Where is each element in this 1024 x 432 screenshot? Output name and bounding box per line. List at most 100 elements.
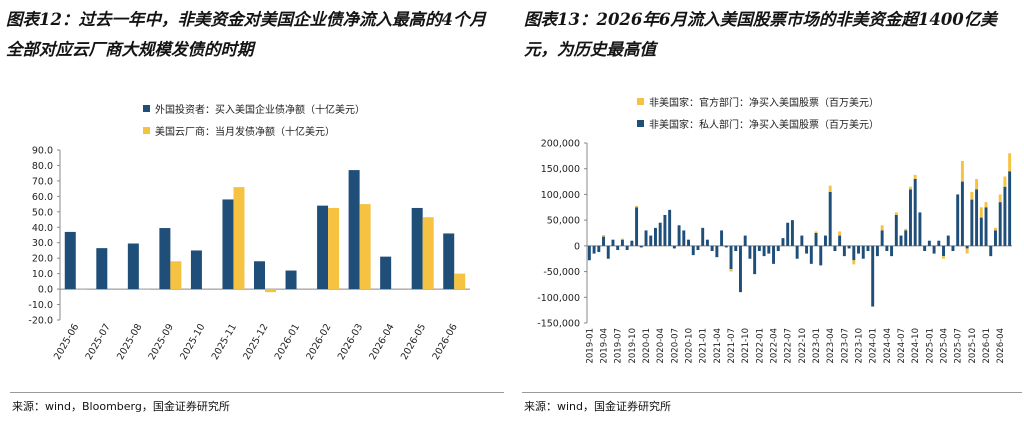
right-bar-private-sector — [880, 230, 884, 246]
right-bar-private-sector — [776, 245, 780, 251]
right-bar-private-sector — [819, 245, 823, 266]
right-bar-private-sector — [649, 235, 653, 246]
right-bar-private-sector — [748, 245, 752, 259]
left-bar-cloud-issuance — [359, 204, 371, 290]
right-bar-official-sector — [994, 227, 997, 231]
left-bar-cloud-issuance — [170, 261, 182, 290]
left-bar-cloud-issuance — [454, 273, 466, 290]
right-bar-private-sector — [894, 215, 898, 246]
right-y-tick-label: 200,000 — [541, 139, 580, 150]
right-bar-private-sector — [1003, 186, 1007, 246]
right-bar-official-sector — [635, 205, 639, 208]
right-bar-private-sector — [602, 236, 605, 246]
left-x-tick-label: 2025-07 — [84, 322, 113, 362]
right-bar-private-sector — [668, 209, 672, 246]
right-bar-private-sector — [682, 230, 686, 246]
right-x-tick-label: 2024-07 — [897, 328, 907, 364]
right-x-tick-label: 2019-07 — [614, 328, 624, 364]
right-bar-private-sector — [786, 222, 790, 246]
right-bar-private-sector — [989, 245, 993, 257]
right-bar-private-sector — [809, 245, 813, 264]
right-bar-private-sector — [904, 230, 908, 246]
right-bar-official-sector — [998, 194, 1002, 203]
right-bar-private-sector — [866, 245, 870, 251]
left-bar-cloud-issuance — [75, 289, 87, 290]
right-bar-private-sector — [824, 235, 827, 246]
right-bar-private-sector — [715, 245, 719, 258]
right-x-tick-label: 2026-01 — [982, 328, 992, 364]
left-source-note: 来源：wind，Bloomberg，国金证券研究所 — [12, 400, 230, 413]
left-y-tick-label: -10.0 — [28, 300, 53, 311]
left-bar-foreign-investors — [159, 228, 171, 290]
right-bar-private-sector — [734, 245, 738, 251]
right-x-tick-label: 2024-01 — [869, 328, 879, 364]
left-legend-item-2: 美国云厂商：当月发债净额（十亿美元） — [143, 119, 365, 141]
left-x-tick-label: 2025-12 — [241, 322, 270, 362]
right-bar-private-sector — [696, 245, 700, 250]
right-chart-title: 图表13：2026年6月流入美国股票市场的非美资金超1400亿美元，为历史最高值 — [524, 10, 997, 59]
right-bar-private-sector — [875, 245, 879, 257]
left-bar-foreign-investors — [190, 250, 202, 290]
right-y-tick-label: 150,000 — [541, 164, 580, 175]
right-bar-official-sector — [620, 238, 624, 240]
right-x-tick-label: 2020-10 — [685, 328, 695, 364]
right-bar-private-sector — [800, 235, 804, 246]
right-bar-private-sector — [852, 245, 856, 261]
left-bar-foreign-investors — [222, 199, 234, 290]
left-bar-foreign-investors — [285, 270, 297, 290]
right-bar-private-sector — [616, 245, 620, 250]
right-bar-private-sector — [644, 230, 648, 246]
left-y-tick-label: 40.0 — [32, 223, 53, 234]
left-bar-cloud-issuance — [138, 289, 150, 290]
right-x-tick-label: 2026-04 — [996, 328, 1006, 364]
left-bar-cloud-issuance — [265, 289, 276, 293]
right-bar-private-sector — [687, 239, 690, 246]
right-bar-private-sector — [847, 245, 851, 249]
right-bar-private-sector — [705, 239, 709, 246]
right-bar-private-sector — [743, 235, 747, 246]
left-bar-foreign-investors — [443, 233, 455, 290]
right-bar-private-sector — [781, 238, 785, 246]
right-bar-private-sector — [838, 235, 842, 246]
right-bar-private-sector — [994, 230, 997, 246]
right-bar-private-sector — [833, 245, 837, 251]
right-bar-private-sector — [710, 245, 714, 251]
right-bar-private-sector — [890, 245, 894, 257]
right-legend: 非美国家：官方部门：净买入美国股票（百万美元） 非美国家：私人部门：净买入美国股… — [637, 90, 879, 134]
right-bar-private-sector — [654, 227, 657, 246]
right-bar-official-sector — [965, 248, 969, 254]
right-bar-official-sector — [880, 225, 884, 231]
right-bar-private-sector — [979, 217, 983, 246]
right-bar-private-sector — [942, 245, 945, 257]
left-x-tick-label: 2026-01 — [273, 322, 302, 362]
right-bar-official-sector — [828, 185, 832, 192]
right-bar-official-sector — [904, 228, 908, 231]
left-x-tick-label: 2026-06 — [430, 322, 459, 362]
left-divider — [10, 392, 504, 393]
right-bar-private-sector — [630, 240, 634, 246]
left-bar-foreign-investors — [380, 256, 392, 290]
left-y-tick-label: 30.0 — [32, 238, 53, 249]
left-bar-foreign-investors — [64, 231, 76, 290]
right-x-tick-label: 2020-07 — [670, 328, 680, 364]
right-legend-item-2: 非美国家：私人部门：净买入美国股票（百万美元） — [637, 112, 879, 134]
right-bar-private-sector — [885, 245, 889, 251]
right-bar-private-sector — [861, 245, 865, 259]
right-bar-private-sector — [857, 245, 860, 254]
left-y-tick-label: 10.0 — [32, 269, 53, 280]
right-bar-official-sector — [1008, 153, 1012, 172]
right-x-tick-label: 2024-04 — [883, 328, 893, 364]
right-bar-private-sector — [739, 245, 742, 293]
left-legend-swatch-2 — [143, 126, 150, 134]
right-bar-official-sector — [960, 161, 964, 182]
right-x-tick-label: 2020-01 — [642, 328, 652, 364]
left-y-tick-label: 80.0 — [32, 161, 53, 172]
right-legend-swatch-2 — [637, 119, 644, 127]
right-bar-private-sector — [795, 245, 799, 259]
right-bar-official-sector — [729, 269, 733, 272]
right-x-tick-label: 2023-10 — [855, 328, 865, 364]
left-legend: 外国投资者：买入美国企业债净额（十亿美元） 美国云厂商：当月发债净额（十亿美元） — [143, 97, 365, 141]
left-bar-cloud-issuance — [233, 187, 245, 290]
right-bar-private-sector — [842, 245, 846, 257]
right-bar-private-sector — [724, 245, 728, 248]
